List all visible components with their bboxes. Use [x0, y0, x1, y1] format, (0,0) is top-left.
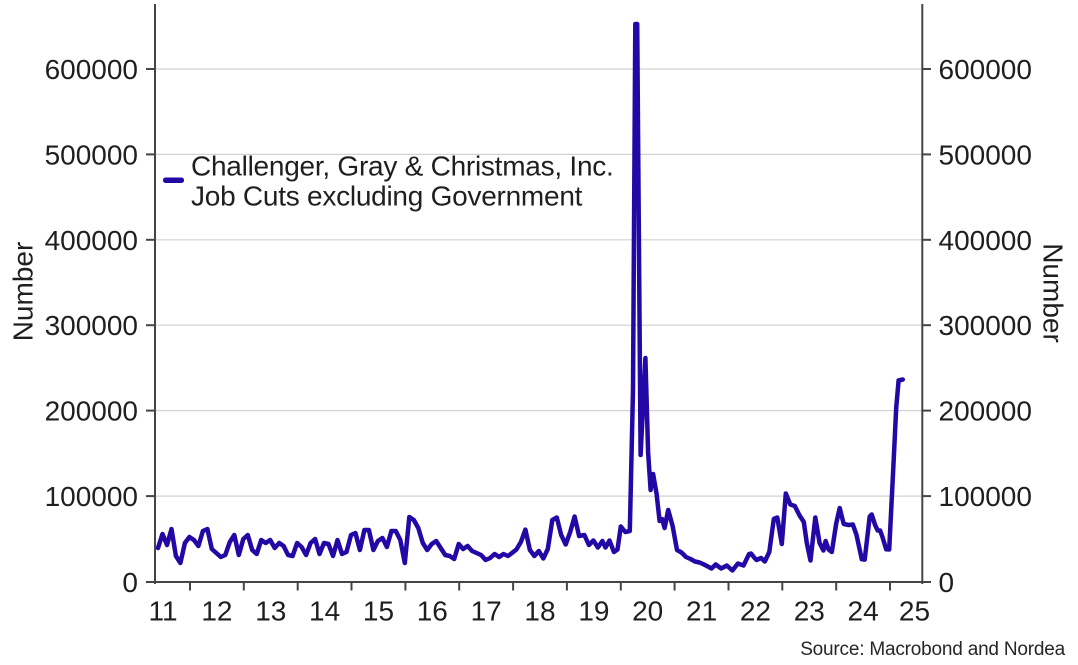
svg-text:300000: 300000 — [45, 310, 138, 341]
svg-text:22: 22 — [740, 596, 771, 627]
svg-text:15: 15 — [363, 596, 394, 627]
svg-text:200000: 200000 — [45, 396, 138, 427]
svg-text:25: 25 — [899, 596, 930, 627]
svg-text:0: 0 — [939, 567, 955, 598]
svg-text:Challenger, Gray & Christmas,: Challenger, Gray & Christmas, Inc. — [191, 151, 614, 182]
svg-text:24: 24 — [848, 596, 879, 627]
svg-text:500000: 500000 — [939, 139, 1032, 170]
svg-text:600000: 600000 — [939, 54, 1032, 85]
svg-text:100000: 100000 — [939, 481, 1032, 512]
svg-text:400000: 400000 — [45, 225, 138, 256]
svg-text:600000: 600000 — [45, 54, 138, 85]
svg-text:23: 23 — [794, 596, 825, 627]
svg-text:500000: 500000 — [45, 139, 138, 170]
svg-text:Number: Number — [8, 242, 39, 342]
svg-text:20: 20 — [632, 596, 663, 627]
svg-text:13: 13 — [255, 596, 286, 627]
svg-text:Job Cuts excluding Government: Job Cuts excluding Government — [191, 181, 583, 212]
svg-text:Source: Macrobond and Nordea: Source: Macrobond and Nordea — [800, 639, 1065, 660]
svg-text:11: 11 — [149, 596, 178, 627]
svg-text:21: 21 — [686, 596, 717, 627]
svg-text:100000: 100000 — [45, 481, 138, 512]
svg-text:200000: 200000 — [939, 396, 1032, 427]
svg-text:12: 12 — [201, 596, 232, 627]
svg-text:400000: 400000 — [939, 225, 1032, 256]
svg-text:300000: 300000 — [939, 310, 1032, 341]
svg-text:14: 14 — [309, 596, 340, 627]
svg-text:16: 16 — [417, 596, 448, 627]
svg-text:19: 19 — [578, 596, 609, 627]
svg-text:17: 17 — [471, 596, 502, 627]
svg-text:0: 0 — [122, 567, 138, 598]
svg-text:Number: Number — [1038, 243, 1069, 343]
svg-text:18: 18 — [524, 596, 555, 627]
